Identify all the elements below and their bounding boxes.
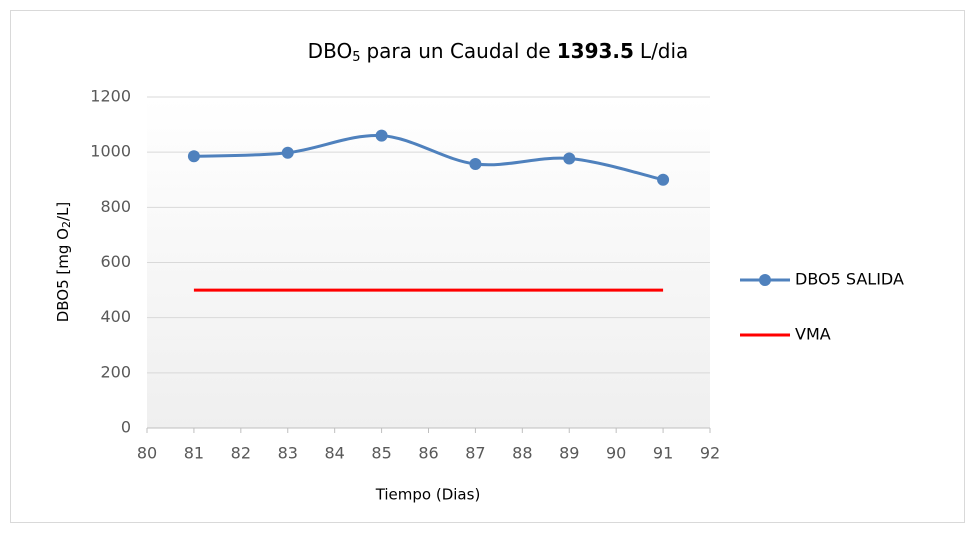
y-tick-label: 600 — [100, 252, 131, 271]
data-point — [657, 173, 670, 186]
y-tick-label: 800 — [100, 197, 131, 216]
title-bold: 1393.5 — [557, 39, 634, 63]
y-tick-label: 1000 — [90, 142, 131, 161]
y-tick-label: 200 — [100, 362, 131, 381]
title-part: DBO — [308, 39, 353, 63]
y-tick-label: 0 — [121, 418, 131, 437]
x-tick-label: 92 — [700, 444, 720, 463]
y-tick-label: 400 — [100, 307, 131, 326]
x-tick-label: 86 — [418, 444, 438, 463]
title-part: L/dia — [640, 39, 688, 63]
legend-marker — [759, 274, 771, 286]
data-point — [469, 158, 482, 171]
x-tick-label: 84 — [324, 444, 344, 463]
data-point — [375, 129, 388, 142]
x-tick-label: 83 — [278, 444, 298, 463]
y-label-part: /L] — [54, 202, 72, 221]
x-tick-label: 80 — [137, 444, 157, 463]
y-label-part: DBO5 [mg O — [54, 228, 72, 322]
y-label-subscript: 2 — [60, 221, 73, 228]
data-point — [563, 152, 576, 165]
x-tick-label: 85 — [371, 444, 391, 463]
x-tick-label: 88 — [512, 444, 532, 463]
x-tick-label: 91 — [653, 444, 673, 463]
legend-label: VMA — [795, 325, 831, 344]
y-tick-label: 1200 — [90, 87, 131, 106]
title-subscript: 5 — [352, 50, 360, 65]
data-point — [187, 150, 200, 163]
legend-label: DBO5 SALIDA — [795, 270, 904, 289]
x-tick-label: 89 — [559, 444, 579, 463]
x-tick-label: 87 — [465, 444, 485, 463]
title-part: para un Caudal de — [366, 39, 550, 63]
x-tick-label: 81 — [184, 444, 204, 463]
chart-title: DBO5 para un Caudal de 1393.5 L/dia — [308, 39, 689, 65]
y-axis-label: DBO5 [mg O2/L] — [54, 202, 74, 323]
x-tick-label: 82 — [231, 444, 251, 463]
x-axis-label: Tiempo (Dias) — [375, 486, 481, 504]
x-tick-label: 90 — [606, 444, 626, 463]
data-point — [281, 146, 294, 159]
series-line — [193, 134, 664, 182]
